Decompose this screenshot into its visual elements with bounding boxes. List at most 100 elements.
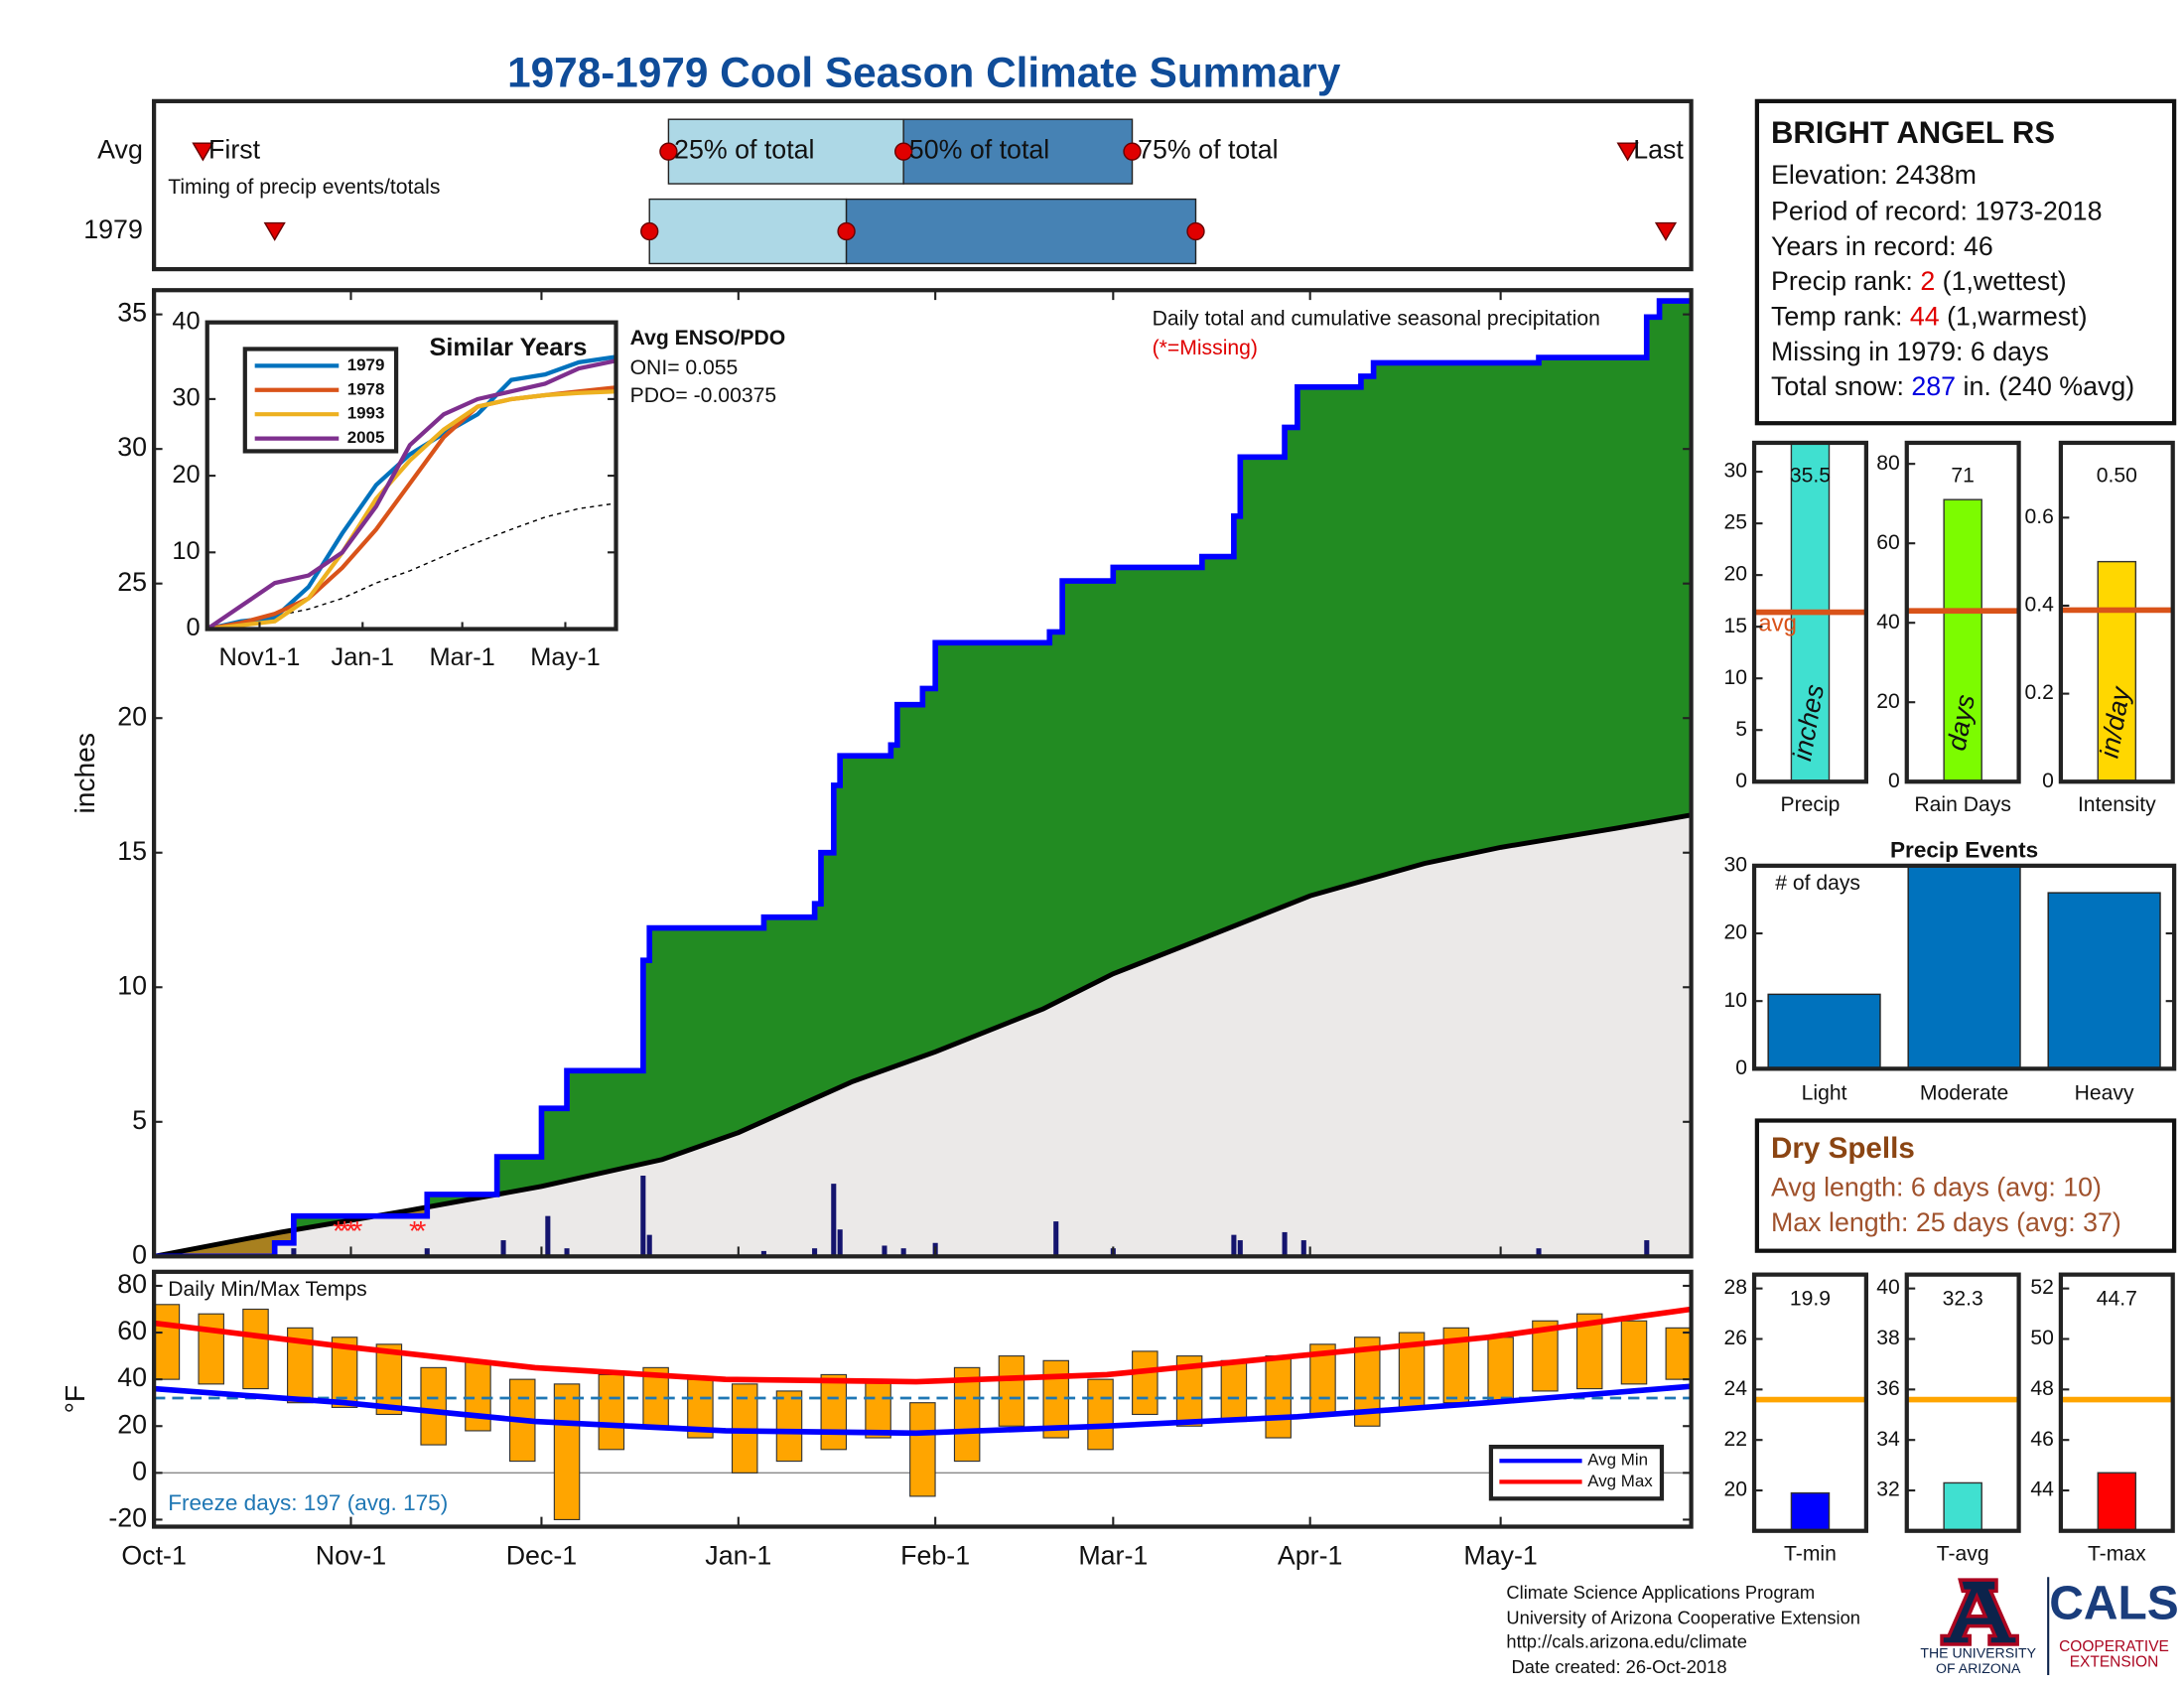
temp-bar [465,1359,491,1432]
value-label: 32.3 [1943,1288,1983,1311]
x-tick-label: Mar-1 [430,643,495,671]
x-tick-label: Nov1-1 [219,643,301,671]
series-line [206,354,616,630]
y-tick-label: 0.6 [2024,505,2053,528]
y-tick-label: 10 [117,970,147,1000]
y-tick-label: 15 [1723,615,1747,637]
y-tick-label: 60 [117,1316,147,1345]
rank: 2 [1920,266,1935,296]
y-tick-label: 20 [117,701,147,731]
y-tick-label: 40 [172,307,200,335]
y-axis-label: °F [59,1385,90,1414]
page-title: 1978-1979 Cool Season Climate Summary [507,50,1341,96]
average-line [154,812,1692,1257]
category-label: Intensity [2078,793,2156,816]
y-tick-label: 10 [1723,989,1747,1012]
category-label: Precip [1780,793,1840,816]
temp-bar [1620,1320,1648,1385]
temp-bar [775,1390,803,1463]
enso-oni: ONI= 0.055 [630,356,739,379]
quartile-box [648,198,848,265]
logo-text: EXTENSION [2070,1653,2159,1670]
daily-bar [1237,1240,1243,1257]
enso-pdo: PDO= -0.00375 [630,384,777,407]
x-tick-label: Jan-1 [332,643,394,671]
temp-bar [1487,1336,1514,1404]
axes-frame [2058,1272,2175,1533]
x-tick-label: Oct-1 [121,1541,186,1571]
temp-bar [820,1373,848,1451]
y-tick-label: 32 [1876,1478,1900,1501]
timing-annotation: Timing of precip events/totals [168,176,440,199]
series-line [206,389,616,630]
bar [1767,993,1881,1070]
axes-frame [1904,440,2021,784]
plot-area [154,1304,1692,1520]
y-tick-label: 40 [117,1362,147,1392]
y-tick-label: 0 [1735,1056,1747,1079]
series-line [206,358,616,630]
value-label: 35.5 [1790,464,1831,487]
event-marker [192,142,214,162]
quartile-marker [837,221,856,241]
event-marker [1616,142,1639,162]
legend-box [1488,1445,1665,1501]
average-label: avg [1758,611,1797,637]
quartile-marker [1123,142,1142,161]
category-label: Light [1802,1081,1847,1104]
y-tick-label: 25 [117,567,147,597]
quartile-marker [893,142,913,161]
station-name: BRIGHT ANGEL RS [1771,115,2055,150]
enso-title: Avg ENSO/PDO [630,327,786,350]
missing-marker: * [333,1214,343,1246]
daily-bar [882,1245,887,1257]
station-missing: Missing in 1979: 6 days [1771,337,2049,366]
bar [1943,1481,1982,1531]
temp-bar [1575,1313,1603,1390]
avg-temp-line [154,1306,1692,1385]
bar [1907,865,2021,1070]
marker-label: 25% of total [674,135,814,165]
legend-label: 1978 [347,379,385,398]
bar [2097,1472,2137,1531]
x-tick-label: Apr-1 [1278,1541,1342,1571]
note: in. (240 %avg) [1956,371,2134,401]
value-label: 19.9 [1790,1288,1831,1311]
missing-marker: * [415,1214,426,1246]
marker-label: 75% of total [1138,135,1278,165]
temp-bar [598,1373,625,1451]
y-tick-label: 20 [1723,1478,1747,1501]
temp-bar [420,1366,447,1446]
station-years: Years in record: 46 [1771,231,1993,261]
temp-bar [953,1366,981,1463]
daily-bar [646,1234,652,1257]
daily-bar [812,1248,818,1257]
y-tick-label: 0 [2042,770,2054,792]
category-label: Rain Days [1914,793,2011,816]
snow: 287 [1911,371,1956,401]
temp-bar [154,1304,181,1380]
y-tick-label: 30 [1723,460,1747,483]
y-tick-label: 0 [187,614,201,641]
y-tick-label: 0.2 [2024,681,2053,704]
y-tick-label: 10 [1723,666,1747,689]
daily-bar [1282,1231,1288,1257]
category-label: Heavy [2075,1081,2134,1104]
y-tick-label: 80 [117,1269,147,1299]
bar [1943,498,1982,782]
x-tick-label: Jan-1 [705,1541,771,1571]
footer-line: Date created: 26-Oct-2018 [1506,1656,1726,1677]
row-label: 1979 [83,214,143,244]
y-tick-label: 5 [132,1105,147,1135]
inset-area [206,354,616,630]
temp-bar [375,1343,403,1416]
plot-area [154,298,1692,1257]
axes-frame [152,288,1694,1259]
quartile-marker [659,142,678,161]
missing-marker: * [351,1214,362,1246]
daily-bar [831,1184,837,1257]
temp-bar [909,1402,936,1497]
average-area [154,814,1692,1257]
y-tick-label: 40 [1876,1276,1900,1299]
category-label: T-avg [1937,1542,1989,1565]
